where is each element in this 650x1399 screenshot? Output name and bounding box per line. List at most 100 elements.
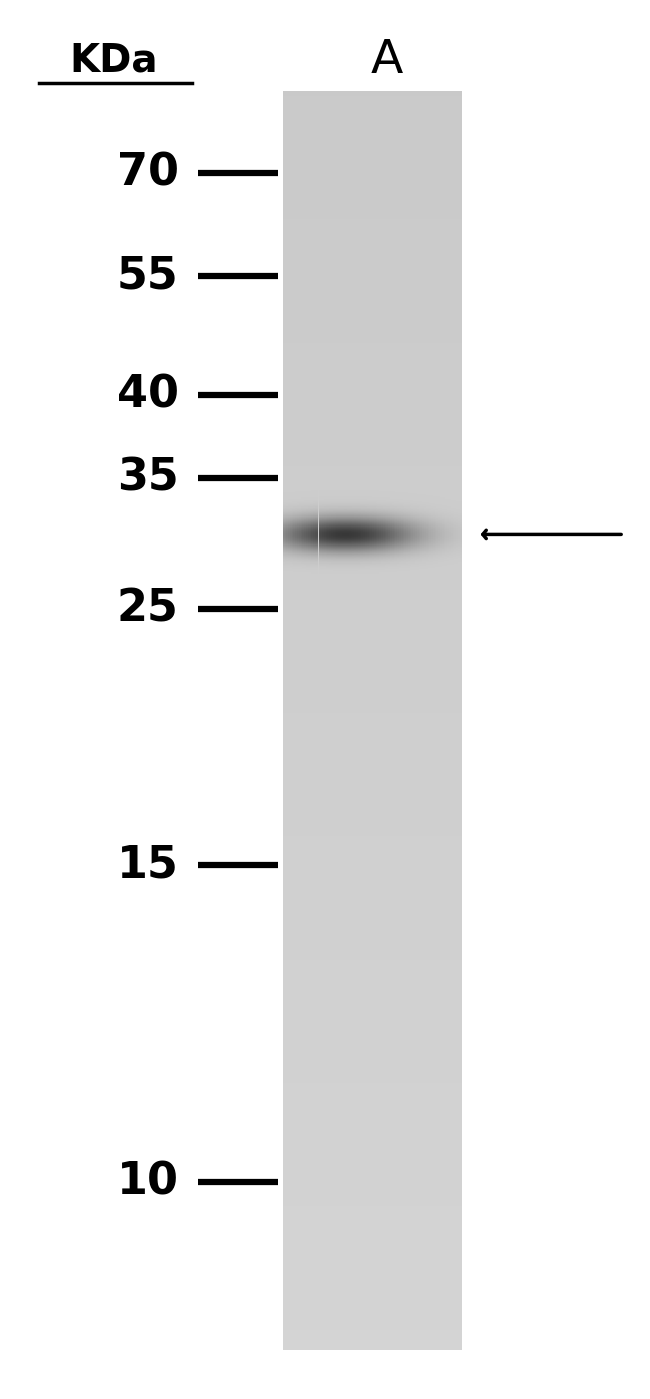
Bar bbox=[283, 173, 462, 176]
Bar bbox=[283, 655, 462, 658]
Bar bbox=[283, 292, 462, 295]
Bar bbox=[283, 786, 462, 789]
Bar bbox=[283, 1067, 462, 1070]
Bar bbox=[283, 884, 462, 887]
Bar bbox=[283, 768, 462, 771]
Bar bbox=[283, 639, 462, 642]
Bar bbox=[283, 1307, 462, 1309]
Bar bbox=[283, 1045, 462, 1048]
Bar bbox=[283, 985, 462, 988]
Bar bbox=[283, 869, 462, 872]
Bar bbox=[283, 336, 462, 337]
Bar bbox=[283, 315, 462, 318]
Bar bbox=[283, 806, 462, 809]
Bar bbox=[283, 789, 462, 790]
Bar bbox=[283, 953, 462, 954]
Bar bbox=[283, 91, 462, 94]
Bar bbox=[283, 944, 462, 947]
Bar bbox=[283, 413, 462, 416]
Bar bbox=[283, 428, 462, 431]
Bar bbox=[283, 916, 462, 919]
Bar bbox=[283, 560, 462, 562]
Bar bbox=[283, 390, 462, 393]
Bar bbox=[283, 776, 462, 778]
Bar bbox=[283, 1332, 462, 1335]
Bar bbox=[283, 575, 462, 576]
Bar bbox=[283, 519, 462, 522]
Bar bbox=[283, 157, 462, 159]
Bar bbox=[283, 1269, 462, 1272]
Bar bbox=[283, 1164, 462, 1167]
Bar bbox=[283, 1249, 462, 1252]
Bar bbox=[283, 544, 462, 547]
Bar bbox=[283, 576, 462, 579]
Bar bbox=[283, 1193, 462, 1196]
Bar bbox=[283, 1025, 462, 1028]
Bar bbox=[283, 330, 462, 333]
Bar bbox=[283, 232, 462, 235]
Bar bbox=[283, 739, 462, 740]
Bar bbox=[283, 872, 462, 874]
Bar bbox=[283, 837, 462, 839]
Bar bbox=[283, 270, 462, 273]
Bar bbox=[283, 101, 462, 104]
Bar bbox=[283, 1240, 462, 1242]
Bar bbox=[283, 245, 462, 248]
Bar bbox=[283, 761, 462, 764]
Bar bbox=[283, 453, 462, 456]
Bar bbox=[283, 630, 462, 632]
Bar bbox=[283, 1098, 462, 1101]
Bar bbox=[283, 554, 462, 557]
Bar bbox=[283, 1004, 462, 1007]
Bar bbox=[283, 1221, 462, 1224]
Bar bbox=[283, 764, 462, 765]
Bar bbox=[283, 343, 462, 346]
Bar bbox=[283, 474, 462, 476]
Bar bbox=[283, 1184, 462, 1186]
Bar bbox=[283, 1237, 462, 1240]
Bar bbox=[283, 1020, 462, 1023]
Bar bbox=[283, 844, 462, 846]
Bar bbox=[283, 683, 462, 686]
Bar bbox=[283, 894, 462, 897]
Bar bbox=[283, 1003, 462, 1004]
Bar bbox=[283, 569, 462, 572]
Bar bbox=[283, 1017, 462, 1020]
Bar bbox=[283, 771, 462, 774]
Bar bbox=[283, 572, 462, 575]
Bar bbox=[283, 325, 462, 327]
Bar bbox=[283, 1325, 462, 1328]
Bar bbox=[283, 802, 462, 803]
Bar bbox=[283, 1231, 462, 1234]
Bar bbox=[283, 295, 462, 298]
Bar bbox=[283, 285, 462, 287]
Bar bbox=[283, 411, 462, 413]
Bar bbox=[283, 818, 462, 821]
Text: 35: 35 bbox=[117, 457, 179, 499]
Bar bbox=[283, 136, 462, 139]
Bar bbox=[283, 774, 462, 776]
Bar bbox=[283, 975, 462, 978]
Bar bbox=[283, 620, 462, 623]
Bar bbox=[283, 1076, 462, 1079]
Bar bbox=[283, 557, 462, 560]
Bar bbox=[283, 361, 462, 362]
Bar bbox=[283, 462, 462, 463]
Bar bbox=[283, 210, 462, 211]
Bar bbox=[283, 625, 462, 627]
Bar bbox=[283, 881, 462, 884]
Bar bbox=[283, 680, 462, 683]
Bar bbox=[283, 525, 462, 526]
Bar bbox=[283, 997, 462, 1000]
Bar bbox=[283, 305, 462, 308]
Bar bbox=[283, 988, 462, 990]
Bar bbox=[283, 512, 462, 513]
Bar bbox=[283, 239, 462, 242]
Bar bbox=[283, 928, 462, 929]
Bar bbox=[283, 978, 462, 979]
Bar bbox=[283, 663, 462, 665]
Bar bbox=[283, 839, 462, 841]
Bar bbox=[283, 1265, 462, 1267]
Bar bbox=[283, 434, 462, 436]
Bar bbox=[283, 298, 462, 299]
